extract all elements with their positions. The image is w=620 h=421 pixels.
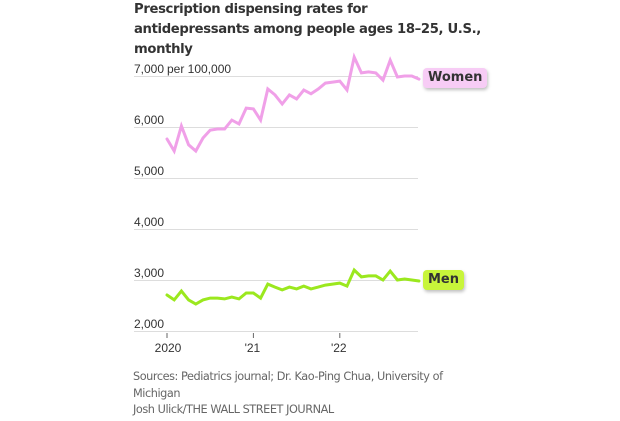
chart-title: Prescription dispensing rates for antide…: [134, 2, 481, 57]
y-tick-label: 7,000: [134, 62, 164, 76]
y-tick-label: 6,000: [134, 113, 164, 127]
series-line-women: [165, 52, 421, 155]
credit-line: Josh Ulick/THE WALL STREET JOURNAL: [133, 403, 334, 416]
x-tick-label: '22: [331, 341, 347, 355]
chart-footer: Sources: Pediatrics journal; Dr. Kao-Pin…: [133, 369, 483, 419]
y-tick-label: 5,000: [134, 164, 164, 178]
legend-label-men: Men: [423, 270, 465, 291]
gridlines: [134, 76, 418, 332]
y-tick-label: 4,000: [134, 215, 164, 229]
sources-note: Sources: Pediatrics journal; Dr. Kao-Pin…: [133, 370, 443, 400]
series-line-men: [165, 267, 421, 306]
x-tick-label: 2020: [155, 341, 182, 355]
legend-label-women: Women: [423, 68, 488, 89]
y-tick-label: 2,000: [134, 317, 164, 331]
x-axis: 2020 '21 '22: [155, 333, 347, 355]
y-axis-ticks: 2,000 3,000 4,000 5,000 6,000 7,000 per 100,00…: [134, 62, 231, 331]
y-tick-label: 3,000: [134, 266, 164, 280]
series-lines: [165, 52, 421, 306]
y-unit-label: per 100,000: [167, 62, 231, 76]
x-tick-label: '21: [245, 341, 261, 355]
